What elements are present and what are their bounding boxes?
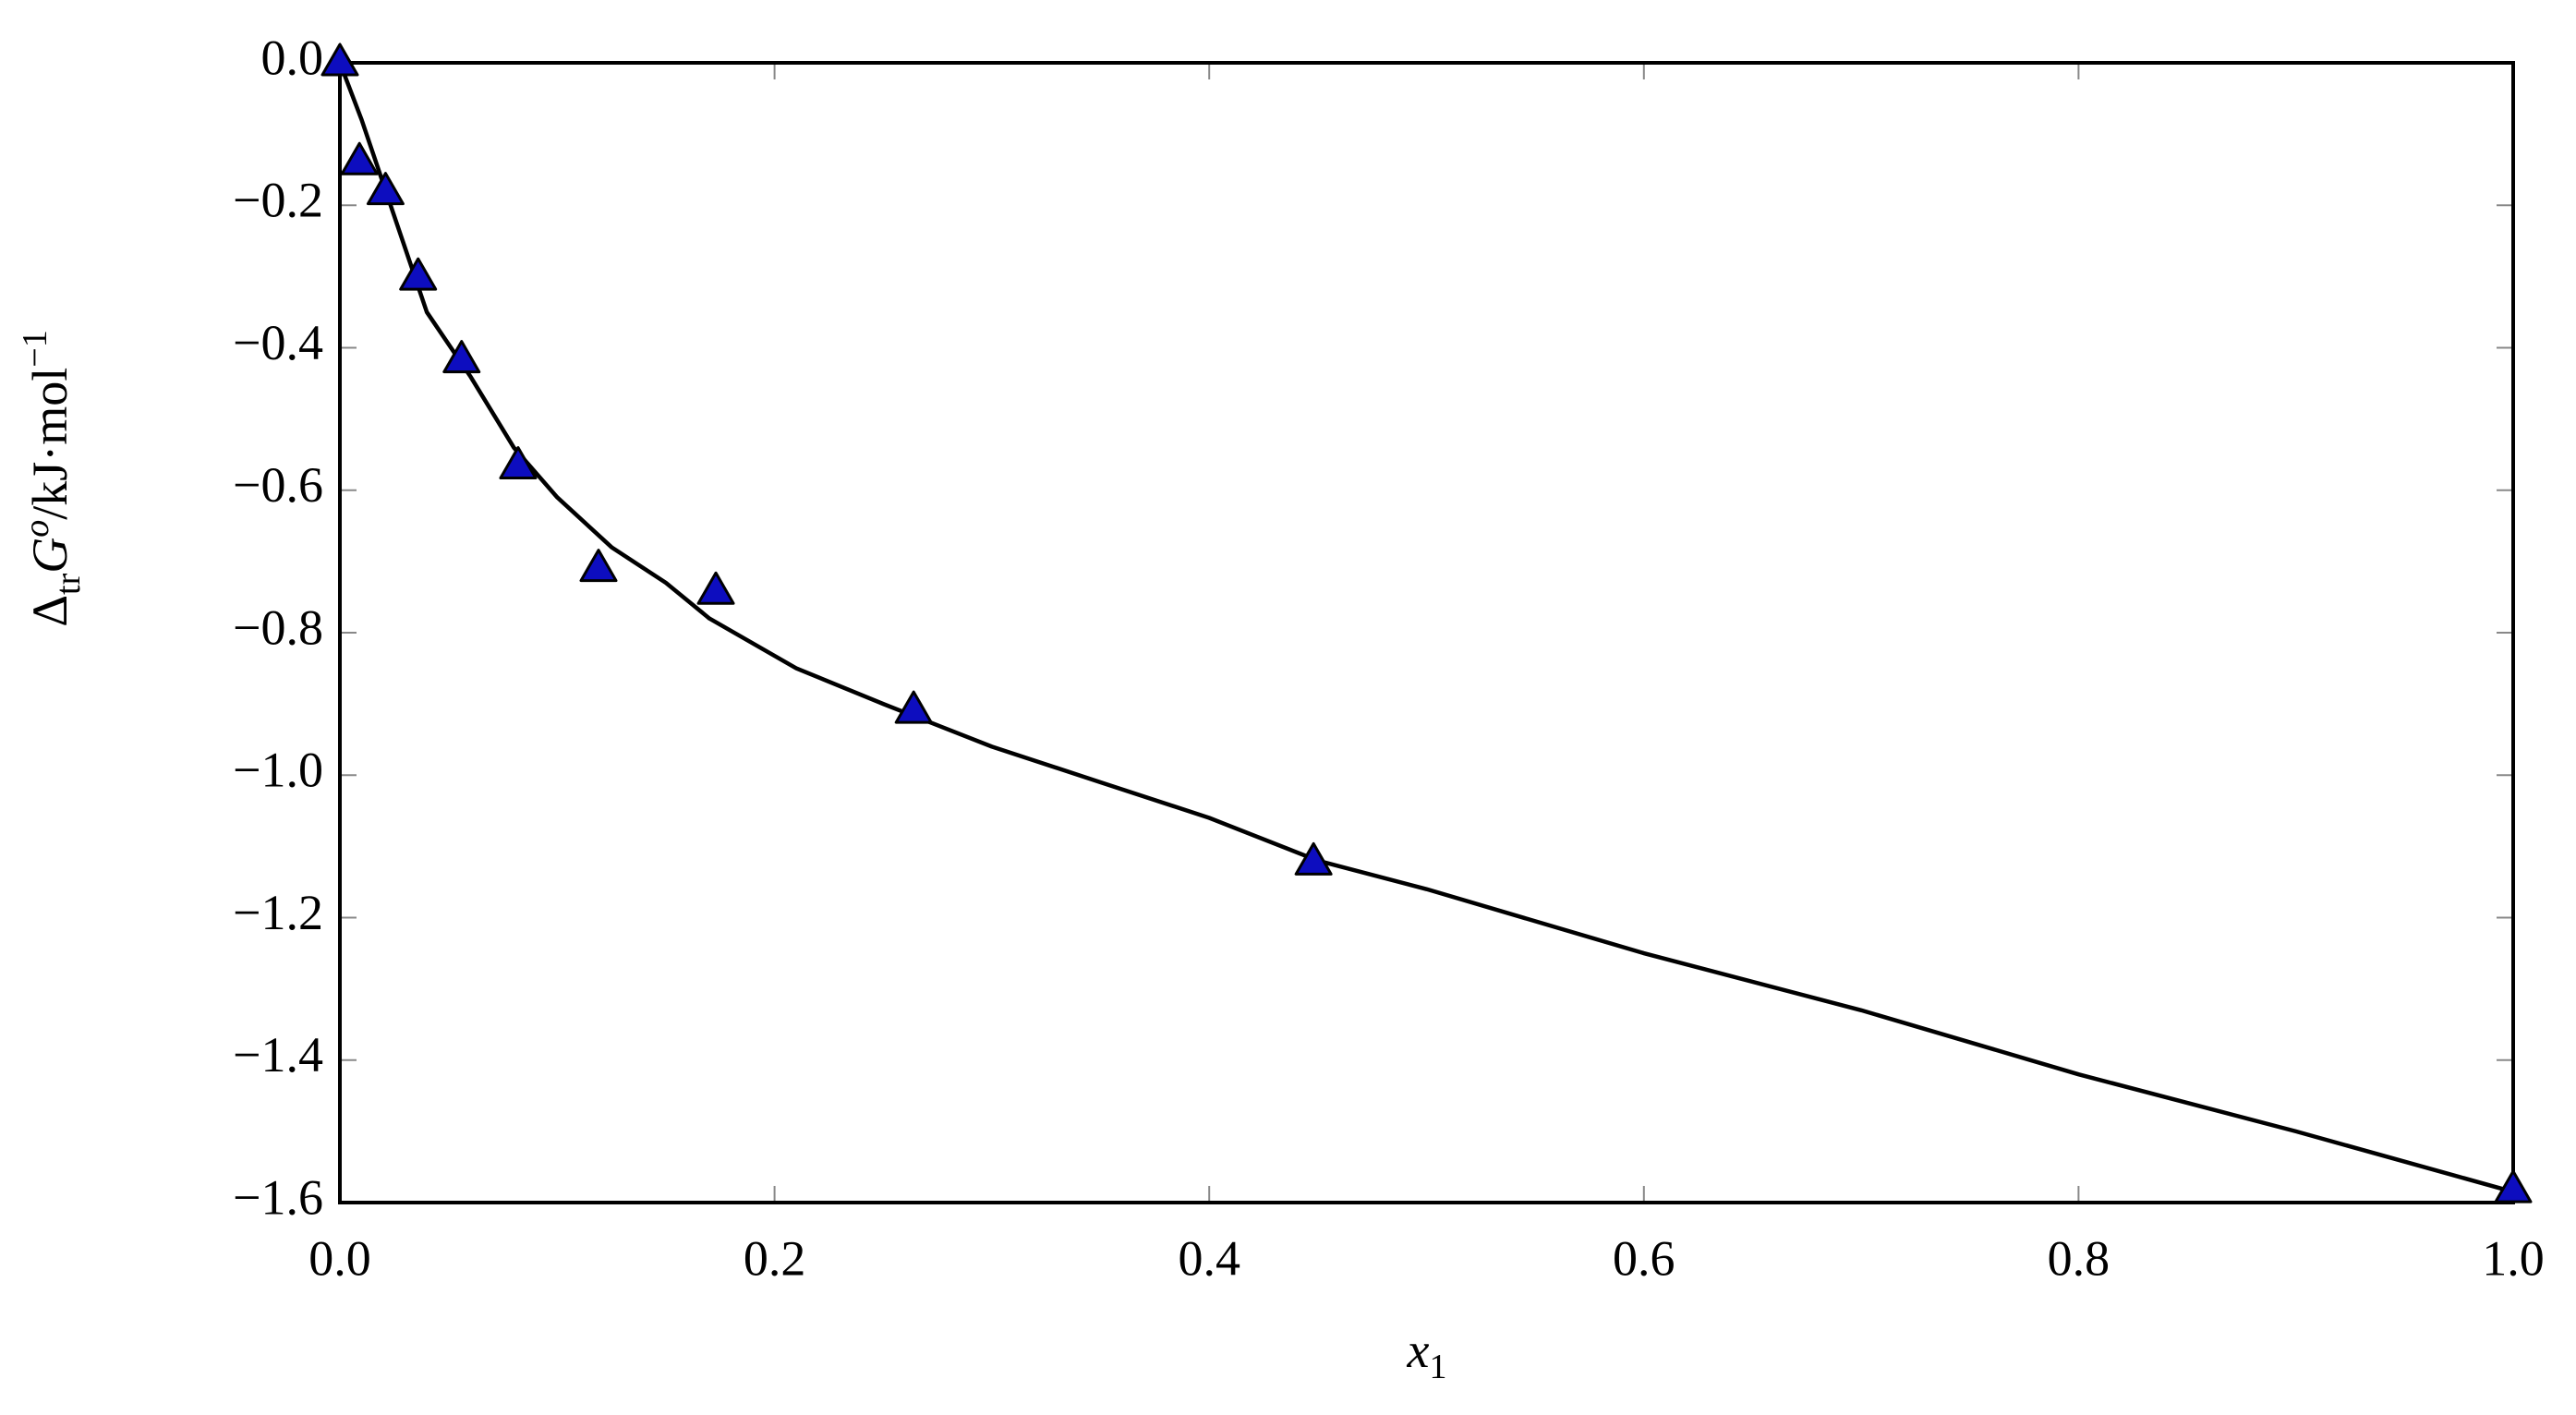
- x-tick-label: 0.4: [1178, 1230, 1240, 1286]
- x-tick-label: 0.8: [2048, 1230, 2110, 1286]
- y-label-part: −1: [16, 330, 54, 367]
- y-label-part: G: [22, 538, 78, 574]
- plot-frame: [338, 61, 2515, 1204]
- data-point: [696, 571, 735, 605]
- y-tick-label: −1.6: [233, 1169, 323, 1225]
- data-point: [894, 690, 933, 724]
- y-tick-label: −0.2: [233, 173, 323, 228]
- data-point: [1294, 841, 1333, 876]
- y-tick-label: −0.4: [233, 315, 323, 370]
- x-tick-label: 0.0: [308, 1230, 371, 1286]
- y-tick-label: 0.0: [261, 30, 324, 85]
- y-label-part: Δ: [22, 595, 78, 627]
- y-axis-label: ΔtrGo/kJ·mol−1: [16, 330, 88, 626]
- y-tick-label: −1.4: [233, 1027, 323, 1082]
- data-point: [2494, 1169, 2533, 1203]
- y-tick-label: −1.0: [233, 743, 323, 798]
- y-label-part: o: [18, 520, 56, 538]
- y-tick-label: −1.2: [233, 885, 323, 940]
- fit-line: [337, 62, 2514, 1194]
- x-tick-label: 1.0: [2482, 1230, 2545, 1286]
- y-label-part: tr: [49, 573, 88, 595]
- x-tick-label: 0.6: [1613, 1230, 1675, 1286]
- x-label-part: x: [1407, 1323, 1430, 1378]
- data-point: [320, 42, 359, 77]
- data-point: [340, 141, 379, 175]
- x-tick-label: 0.2: [744, 1230, 806, 1286]
- data-point: [442, 340, 481, 374]
- y-tick-label: −0.8: [233, 599, 323, 655]
- data-point: [499, 446, 538, 480]
- data-point: [399, 257, 438, 291]
- data-point: [366, 172, 405, 206]
- x-axis-label: x1: [1407, 1323, 1447, 1386]
- x-label-part: 1: [1429, 1348, 1446, 1386]
- y-label-part: /kJ·mol: [22, 368, 78, 520]
- y-tick-label: −0.6: [233, 457, 323, 513]
- data-point: [579, 549, 618, 583]
